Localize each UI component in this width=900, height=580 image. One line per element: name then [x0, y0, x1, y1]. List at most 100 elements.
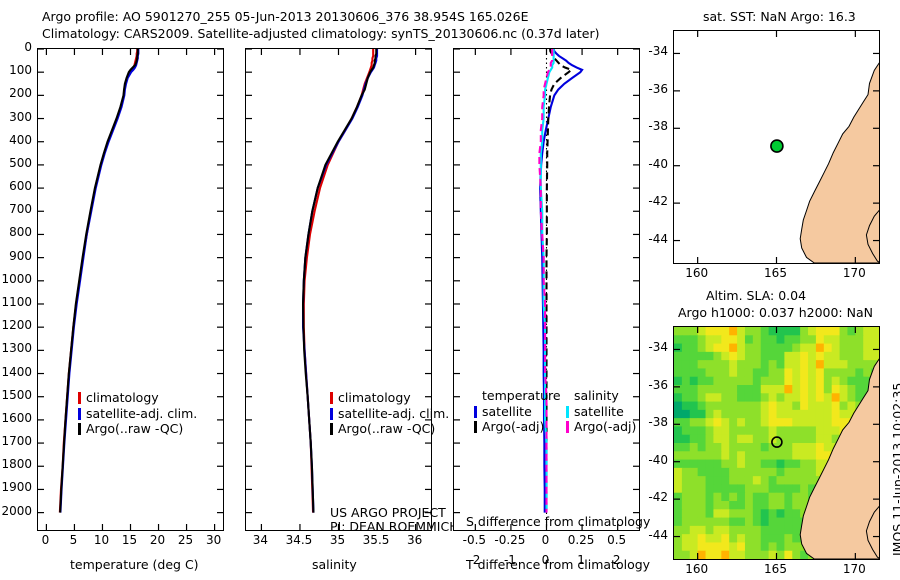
- topmap-xtick-165: 165: [764, 266, 787, 280]
- depth-tick-300: 300: [9, 109, 32, 124]
- legend-label: Argo(-adj): [482, 419, 545, 434]
- depth-tick-900: 900: [9, 248, 32, 263]
- topmap-ytick--34: -34: [648, 44, 668, 59]
- botmap-ytick--38: -38: [648, 415, 668, 430]
- temp-xtick-15: 15: [121, 533, 138, 547]
- difference-legend-temperature: temperature satellite Argo(-adj): [474, 388, 561, 435]
- salinity-axis-label: salinity: [312, 557, 357, 572]
- coastline: [865, 209, 879, 263]
- tdiff-xtick-0: 0: [541, 553, 550, 567]
- land-polygon: [799, 358, 879, 559]
- topmap-ytick--42: -42: [648, 194, 668, 209]
- depth-tick-800: 800: [9, 225, 32, 240]
- bottom-map-title-2: Argo h1000: 0.037 h2000: NaN: [678, 305, 873, 320]
- salinity-panel: [245, 48, 432, 531]
- legend-label: satellite: [482, 403, 532, 419]
- depth-tick-1200: 1200: [1, 318, 32, 333]
- botmap-ytick--34: -34: [648, 340, 668, 355]
- land-polygon: [799, 62, 879, 263]
- temp-xtick-0: 0: [41, 533, 50, 547]
- temp-xtick-25: 25: [177, 533, 194, 547]
- depth-tick-1000: 1000: [1, 271, 32, 286]
- depth-tick-500: 500: [9, 155, 32, 170]
- legend-label: satellite: [574, 403, 624, 419]
- series-temperature-argo--adj-: [545, 49, 574, 513]
- topmap-ytick--38: -38: [648, 119, 668, 134]
- legend-label: Argo(..raw -QC): [86, 421, 184, 436]
- botmap-xtick-170: 170: [842, 562, 866, 576]
- series-temperature-satellite: [539, 49, 584, 513]
- topmap-ytick--44: -44: [648, 231, 668, 246]
- temp-xtick-5: 5: [69, 533, 78, 547]
- tdiff-xtick--1: -1: [503, 553, 516, 567]
- legend-heading: temperature: [482, 388, 561, 403]
- sal-xtick-36: 36: [406, 533, 423, 547]
- difference-panel: [453, 48, 640, 531]
- depth-tick-1600: 1600: [1, 410, 32, 425]
- botmap-xtick-165: 165: [764, 562, 787, 576]
- top-map-title: sat. SST: NaN Argo: 16.3: [703, 9, 856, 24]
- difference-legend-salinity: salinity satellite Argo(-adj): [566, 388, 636, 435]
- botmap-ytick--44: -44: [648, 527, 668, 542]
- series-argo---raw--qc-: [59, 49, 139, 513]
- legend-label: Argo(..raw -QC): [338, 421, 436, 436]
- depth-tick-1500: 1500: [1, 387, 32, 402]
- topmap-xtick-160: 160: [685, 266, 709, 280]
- depth-tick-700: 700: [9, 202, 32, 217]
- temperature-panel: [37, 48, 224, 531]
- depth-tick-1700: 1700: [1, 434, 32, 449]
- series-satellite-adj--clim-: [301, 49, 379, 513]
- difference-s-axis-label: S difference from climatology: [466, 514, 651, 529]
- legend-swatch: [78, 423, 81, 435]
- botmap-ytick--40: -40: [648, 452, 668, 467]
- topmap-xtick-170: 170: [842, 266, 866, 280]
- header-line-2: Climatology: CARS2009. Satellite-adjuste…: [42, 26, 600, 41]
- bottom-map-title-1: Altim. SLA: 0.04: [706, 288, 807, 303]
- coastline: [865, 505, 879, 559]
- depth-tick-100: 100: [9, 63, 32, 78]
- top-map-panel: [673, 30, 880, 264]
- tdiff-xtick-1: 1: [577, 553, 585, 567]
- topmap-ytick--36: -36: [648, 81, 668, 96]
- tdiff-xtick--2: -2: [468, 553, 481, 567]
- legend-item: Argo(..raw -QC): [78, 421, 197, 437]
- sdiff-xtick--0.25: -0.25: [494, 533, 526, 547]
- temperature-legend: climatology satellite-adj. clim. Argo(..ra…: [78, 390, 197, 437]
- series-climatology: [302, 49, 375, 513]
- depth-tick-1400: 1400: [1, 364, 32, 379]
- temp-xtick-10: 10: [93, 533, 110, 547]
- legend-swatch: [566, 405, 569, 418]
- profile-location-marker: [771, 436, 783, 448]
- salinity-legend: climatology satellite-adj. clim. Argo(..ra…: [330, 390, 449, 437]
- legend-label: satellite-adj. clim.: [338, 405, 450, 421]
- sdiff-xtick-0.25: 0.25: [567, 533, 595, 547]
- series-climatology: [58, 49, 139, 513]
- legend-item: climatology: [78, 390, 197, 406]
- sal-xtick-34.5: 34.5: [285, 533, 313, 547]
- sdiff-xtick-0.5: 0.5: [607, 533, 627, 547]
- topmap-ytick--40: -40: [648, 156, 668, 171]
- depth-tick-0: 0: [24, 40, 32, 54]
- pi-label: PI: DEAN ROEMMICH: [330, 519, 459, 534]
- legend-label: Argo(-adj): [574, 419, 637, 434]
- legend-swatch: [330, 423, 333, 435]
- legend-swatch: [330, 392, 333, 404]
- profile-location-marker: [770, 139, 784, 153]
- temp-xtick-30: 30: [205, 533, 222, 547]
- legend-label: climatology: [338, 390, 411, 405]
- temp-xtick-20: 20: [149, 533, 166, 547]
- legend-item: satellite-adj. clim.: [78, 406, 197, 422]
- botmap-xtick-160: 160: [685, 562, 709, 576]
- depth-tick-1300: 1300: [1, 341, 32, 356]
- depth-tick-1800: 1800: [1, 457, 32, 472]
- tdiff-xtick-2: 2: [612, 553, 621, 567]
- sdiff-xtick-0: 0: [541, 533, 550, 547]
- depth-tick-2000: 2000: [1, 503, 32, 518]
- imos-timestamp-text: IMOS 11-Jun-2013 10:02:35: [890, 382, 900, 556]
- difference-t-axis-label: T difference from climatology: [466, 557, 651, 572]
- depth-tick-1100: 1100: [1, 294, 32, 309]
- sal-xtick-34: 34: [252, 533, 269, 547]
- series-salinity-argo--adj-: [538, 49, 554, 513]
- depth-tick-1900: 1900: [1, 480, 32, 495]
- sdiff-xtick--0.5: -0.5: [462, 533, 487, 547]
